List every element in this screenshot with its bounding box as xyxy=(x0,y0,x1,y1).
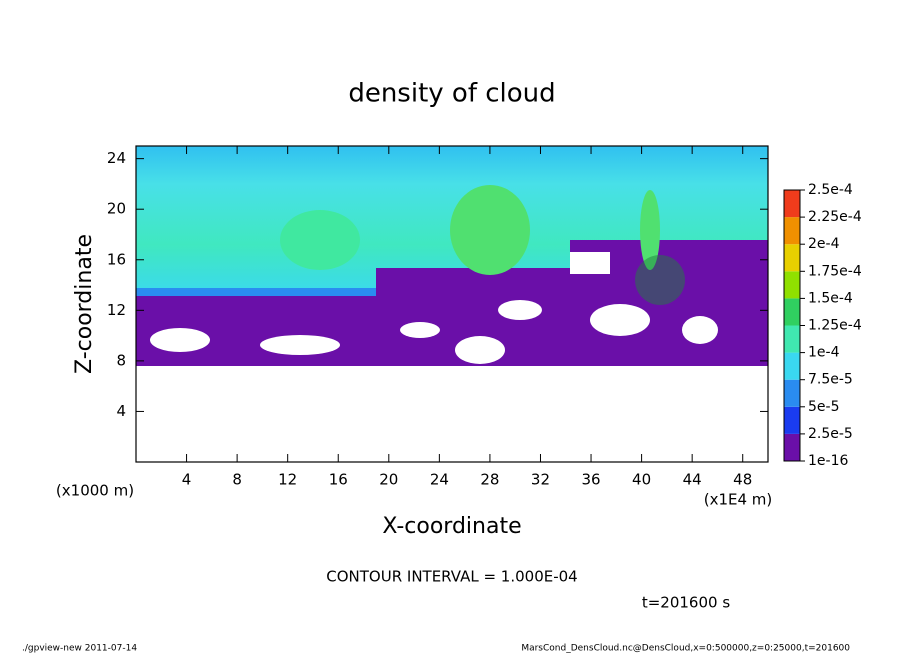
y-tick-label: 20 xyxy=(107,200,126,218)
colorbar-segment xyxy=(784,406,800,434)
y-tick-label: 16 xyxy=(107,250,126,268)
colorbar-label: 1.75e-4 xyxy=(808,263,862,279)
colorbar-label: 2.5e-4 xyxy=(808,182,853,198)
colorbar-segment xyxy=(784,379,800,407)
colorbar-label: 2.25e-4 xyxy=(808,209,862,225)
plot-frame xyxy=(135,145,769,463)
footer-right: MarsCond_DensCloud.nc@DensCloud,x=0:5000… xyxy=(521,644,850,654)
colorbar-label: 1e-16 xyxy=(808,453,848,469)
x-unit-label: (x1E4 m) xyxy=(704,491,773,509)
y-tick-label: 8 xyxy=(116,351,126,369)
x-tick-label: 32 xyxy=(531,471,550,489)
colorbar-segment xyxy=(784,244,800,272)
footer-left: ./gpview-new 2011-07-14 xyxy=(22,644,137,654)
x-tick-label: 40 xyxy=(632,471,651,489)
colorbar-segment xyxy=(784,352,800,380)
colorbar-label: 2.5e-5 xyxy=(808,426,853,442)
x-tick-label: 16 xyxy=(329,471,348,489)
y-tick-label: 4 xyxy=(116,402,126,420)
x-tick-label: 48 xyxy=(733,471,752,489)
contour-field xyxy=(136,146,768,462)
x-tick-label: 4 xyxy=(182,471,192,489)
x-tick-label: 20 xyxy=(379,471,398,489)
colorbar-label: 1.5e-4 xyxy=(808,290,853,306)
y-tick-label: 24 xyxy=(107,149,126,167)
x-tick-label: 44 xyxy=(683,471,702,489)
colorbar-segment xyxy=(784,298,800,326)
colorbar-segment xyxy=(784,325,800,353)
x-tick-label: 28 xyxy=(480,471,499,489)
y-unit-label: (x1000 m) xyxy=(56,482,134,500)
colorbar-label: 1e-4 xyxy=(808,345,840,361)
x-tick-label: 24 xyxy=(430,471,449,489)
colorbar-label: 7.5e-5 xyxy=(808,372,853,388)
colorbar-segment xyxy=(784,433,800,461)
y-tick-label: 12 xyxy=(107,301,126,319)
y-axis-label: Z-coordinate xyxy=(72,234,97,374)
colorbar-label: 1.25e-4 xyxy=(808,318,862,334)
colorbar-label: 2e-4 xyxy=(808,236,840,252)
x-axis-label: X-coordinate xyxy=(382,514,521,539)
x-tick-label: 36 xyxy=(581,471,600,489)
colorbar-segment xyxy=(784,217,800,245)
chart-title: density of cloud xyxy=(348,79,555,109)
time-label: t=201600 s xyxy=(642,594,730,612)
contour-interval: CONTOUR INTERVAL = 1.000E-04 xyxy=(326,568,577,586)
colorbar-segment xyxy=(784,190,800,218)
colorbar-label: 5e-5 xyxy=(808,399,839,415)
colorbar-segment xyxy=(784,271,800,299)
x-tick-label: 8 xyxy=(232,471,242,489)
x-tick-label: 12 xyxy=(278,471,297,489)
